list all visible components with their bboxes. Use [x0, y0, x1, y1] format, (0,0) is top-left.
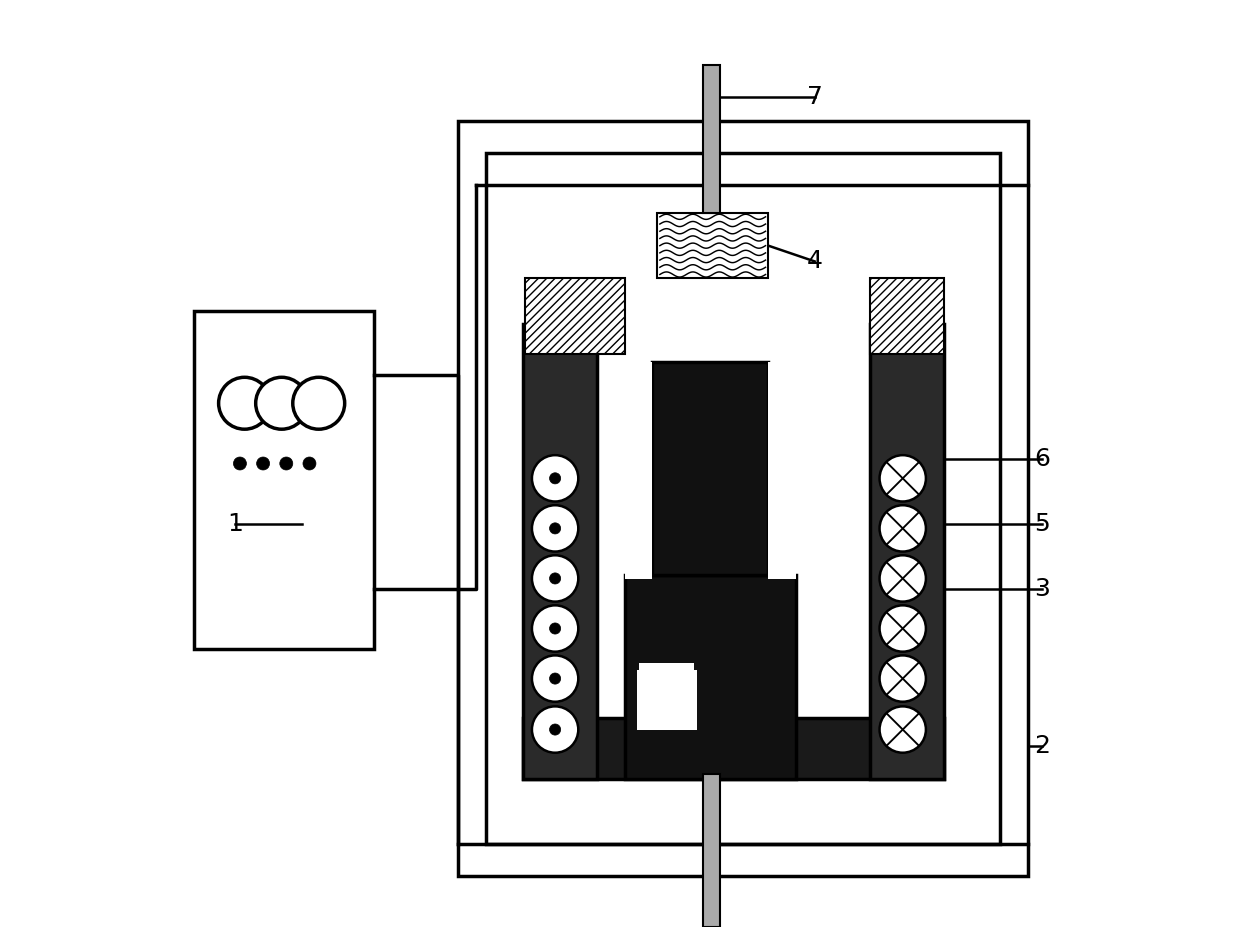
Circle shape — [532, 555, 578, 602]
Bar — [870, 324, 945, 779]
Bar — [636, 670, 697, 730]
Bar — [625, 575, 796, 779]
Circle shape — [218, 377, 270, 429]
Bar — [193, 311, 374, 649]
Circle shape — [879, 706, 926, 753]
Circle shape — [293, 377, 345, 429]
Bar — [523, 718, 945, 779]
Bar — [526, 278, 625, 354]
Text: 3: 3 — [1034, 577, 1050, 601]
Circle shape — [532, 455, 578, 502]
Bar — [458, 121, 1028, 876]
Text: 4: 4 — [807, 249, 822, 273]
Circle shape — [255, 377, 308, 429]
Bar — [652, 362, 769, 575]
Bar — [703, 774, 720, 927]
Circle shape — [532, 605, 578, 652]
Circle shape — [549, 724, 560, 735]
Circle shape — [532, 706, 578, 753]
Bar — [625, 362, 652, 579]
Text: 2: 2 — [1034, 734, 1050, 758]
Bar — [486, 153, 1001, 844]
Circle shape — [879, 505, 926, 552]
Circle shape — [879, 605, 926, 652]
Text: 5: 5 — [1034, 512, 1049, 536]
Bar — [703, 65, 720, 213]
Circle shape — [549, 573, 560, 584]
Circle shape — [879, 555, 926, 602]
Circle shape — [549, 623, 560, 634]
Circle shape — [280, 457, 293, 470]
Circle shape — [549, 673, 560, 684]
Circle shape — [303, 457, 316, 470]
Circle shape — [549, 523, 560, 534]
Circle shape — [879, 655, 926, 702]
Bar — [523, 324, 596, 779]
Circle shape — [257, 457, 269, 470]
Circle shape — [532, 505, 578, 552]
Text: 1: 1 — [227, 512, 243, 536]
Text: 7: 7 — [807, 85, 822, 109]
Bar — [657, 213, 769, 278]
Text: 6: 6 — [1034, 447, 1050, 471]
Bar — [769, 362, 796, 579]
Circle shape — [233, 457, 247, 470]
Circle shape — [549, 473, 560, 484]
Bar — [870, 278, 945, 354]
Circle shape — [532, 655, 578, 702]
Bar — [639, 663, 694, 718]
Circle shape — [879, 455, 926, 502]
